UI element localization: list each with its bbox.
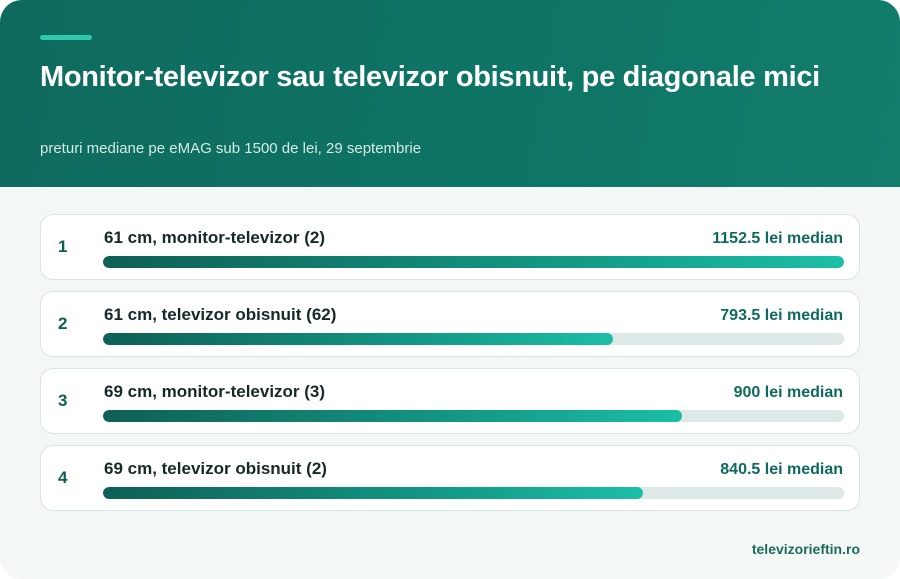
chart-title: Monitor-televizor sau televizor obisnuit… [40,61,820,93]
bar [103,487,643,499]
bar-value-label: 1152.5 lei median [712,230,843,247]
bar-value-label: 900 lei median [733,384,843,401]
bar-row: 4 69 cm, televizor obisnuit (2) 840.5 lei … [40,445,860,511]
bar-value-label: 840.5 lei median [720,461,843,478]
bar [103,333,613,345]
header-banner: Monitor-televizor sau televizor obisnuit… [0,0,900,187]
rank-number: 1 [58,237,68,256]
rank-number: 4 [58,468,68,487]
accent-line [40,35,92,40]
bar-list: 1 61 cm, monitor-televizor (2) 1152.5 lei … [40,214,860,522]
bar [103,410,682,422]
bar-row: 2 61 cm, televizor obisnuit (62) 793.5 lei… [40,291,860,357]
bar [103,256,844,268]
bar-value-label: 793.5 lei median [720,307,843,324]
bar-track [103,333,844,345]
bar-label: 61 cm, monitor-televizor (2) [104,228,326,247]
rank-number: 3 [58,391,68,410]
bar-track [103,256,844,268]
bar-row: 1 61 cm, monitor-televizor (2) 1152.5 lei … [40,214,860,280]
bar-label: 69 cm, monitor-televizor (3) [104,382,326,401]
bar-label: 69 cm, televizor obisnuit (2) [104,459,327,478]
bar-track [103,487,844,499]
bar-track [103,410,844,422]
rank-number: 2 [58,314,68,333]
bar-label: 61 cm, televizor obisnuit (62) [104,305,337,324]
bar-row: 3 69 cm, monitor-televizor (3) 900 lei med… [40,368,860,434]
chart-subtitle: preturi mediane pe eMAG sub 1500 de lei,… [40,140,422,157]
brand-footer: televizorieftin.ro [751,541,860,557]
